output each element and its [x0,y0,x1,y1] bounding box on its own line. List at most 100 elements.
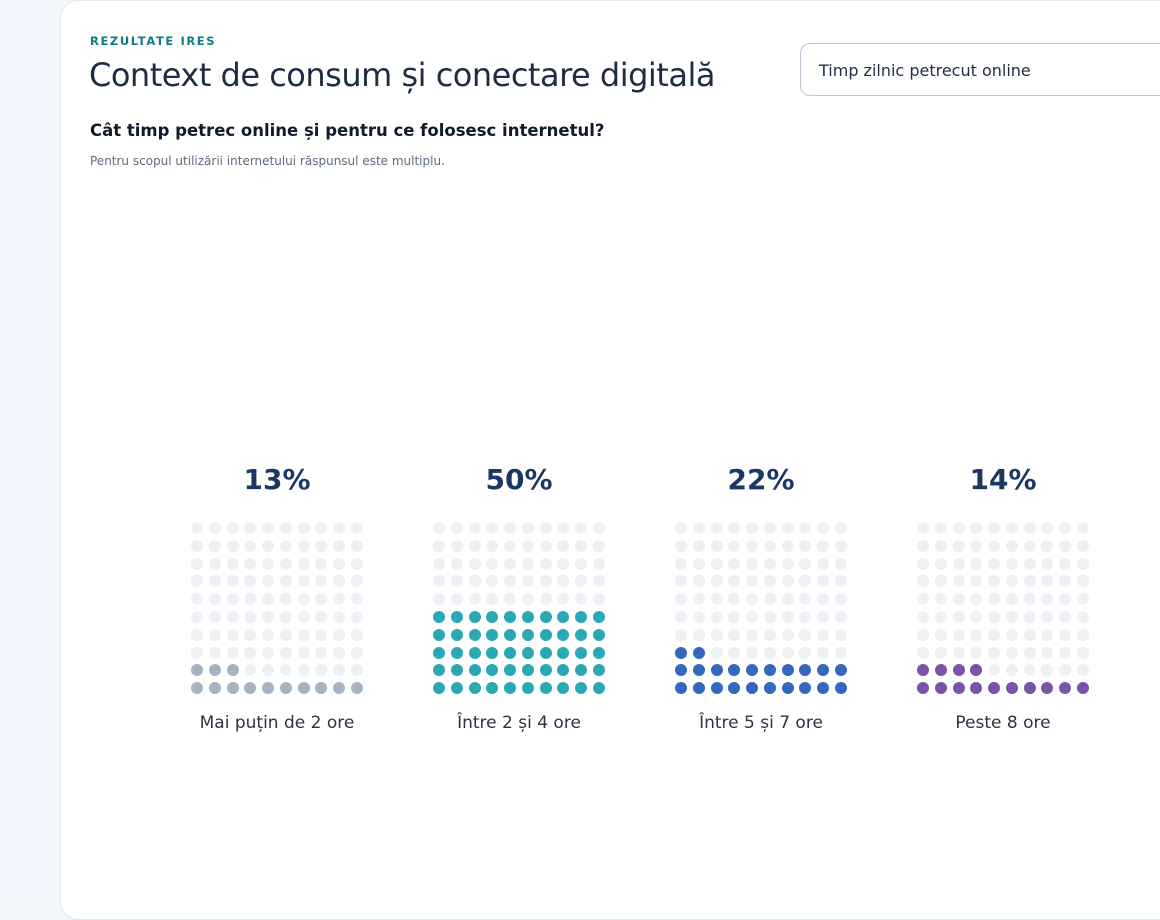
waffle-dot-empty [209,557,222,570]
waffle-dot-empty [504,593,517,606]
question-heading: Cât timp petrec online și pentru ce folo… [90,121,605,140]
waffle-dot-empty [693,610,706,623]
waffle-dot-empty [262,593,275,606]
waffle-dot-empty [332,664,345,677]
waffle-dot-filled [433,610,446,623]
waffle-dot-empty [970,646,983,659]
waffle-dot-filled [675,682,688,695]
content-card [60,0,1160,920]
waffle-dot-filled [1041,682,1054,695]
waffle-dot-empty [1041,539,1054,552]
waffle-dot-empty [693,593,706,606]
waffle-dot-empty [710,557,723,570]
waffle-dot-empty [710,575,723,588]
waffle-dot-empty [451,557,464,570]
waffle-dot-empty [191,539,204,552]
metric-select-value: Timp zilnic petrecut online [819,61,1031,80]
waffle-dot-empty [1058,575,1071,588]
waffle-dot-empty [504,557,517,570]
waffle-dot-filled [486,610,499,623]
waffle-dot-empty [710,610,723,623]
waffle-dot-empty [486,593,499,606]
waffle-dot-filled [557,646,570,659]
waffle-dot-filled [1058,682,1071,695]
waffle-dot-empty [279,610,292,623]
waffle-dot-empty [557,593,570,606]
waffle-panel: 13% Mai puțin de 2 ore [167,460,387,733]
waffle-dot-empty [297,557,310,570]
waffle-dot-filled [557,628,570,641]
waffle-dot-empty [763,557,776,570]
waffle-dot-empty [315,557,328,570]
waffle-dot-empty [592,593,605,606]
waffle-dot-filled [592,682,605,695]
waffle-dot-empty [710,539,723,552]
waffle-dot-empty [262,610,275,623]
waffle-dot-filled [468,646,481,659]
waffle-dot-empty [191,522,204,534]
waffle-dot-empty [781,610,794,623]
waffle-dot-empty [1023,593,1036,606]
waffle-dot-empty [332,557,345,570]
waffle-dot-empty [781,557,794,570]
waffle-dot-empty [279,664,292,677]
waffle-dot-empty [315,628,328,641]
waffle-dot-filled [191,664,204,677]
waffle-dot-empty [952,539,965,552]
waffle-dot-empty [350,522,363,534]
waffle-dot-filled [315,682,328,695]
waffle-dot-empty [433,575,446,588]
waffle-dot-empty [816,593,829,606]
waffle-dot-empty [244,664,257,677]
waffle-dot-empty [816,575,829,588]
waffle-dot-empty [1076,628,1089,641]
waffle-dot-empty [1058,557,1071,570]
waffle-dot-empty [952,646,965,659]
waffle-dot-empty [451,593,464,606]
waffle-dot-empty [1058,628,1071,641]
waffle-dot-empty [1023,664,1036,677]
waffle-dot-empty [781,593,794,606]
waffle-dot-empty [262,557,275,570]
waffle-dot-empty [1041,610,1054,623]
waffle-dot-empty [244,522,257,534]
waffle-dot-filled [935,682,948,695]
waffle-dot-filled [504,610,517,623]
waffle-dot-filled [433,664,446,677]
waffle-dot-empty [781,628,794,641]
waffle-dot-empty [693,557,706,570]
waffle-dot-filled [952,682,965,695]
waffle-dot-empty [332,539,345,552]
waffle-dot-empty [433,522,446,534]
waffle-dot-empty [1005,664,1018,677]
waffle-dot-empty [834,557,847,570]
waffle-dot-filled [521,682,534,695]
waffle-dot-empty [209,628,222,641]
waffle-dot-empty [675,610,688,623]
waffle-dot-empty [746,539,759,552]
waffle-dot-empty [710,628,723,641]
waffle-dot-filled [693,646,706,659]
waffle-dot-empty [592,539,605,552]
waffle-dot-empty [988,610,1001,623]
waffle-percent: 22% [727,463,795,496]
waffle-dot-empty [350,557,363,570]
waffle-dot-empty [1076,539,1089,552]
waffle-dot-empty [675,575,688,588]
waffle-dot-filled [675,664,688,677]
waffle-dot-empty [191,593,204,606]
waffle-dot-empty [834,522,847,534]
waffle-dot-empty [799,557,812,570]
waffle-dot-empty [1058,522,1071,534]
metric-select[interactable]: Timp zilnic petrecut online [800,43,1160,96]
waffle-dot-empty [297,593,310,606]
waffle-dot-empty [1076,522,1089,534]
waffle-dot-empty [970,522,983,534]
waffle-dot-filled [486,646,499,659]
left-rail [0,0,61,900]
waffle-dot-empty [315,593,328,606]
waffle-dot-empty [244,557,257,570]
waffle-dot-empty [332,646,345,659]
waffle-dot-empty [539,575,552,588]
section-eyebrow: REZULTATE IRES [90,34,217,48]
